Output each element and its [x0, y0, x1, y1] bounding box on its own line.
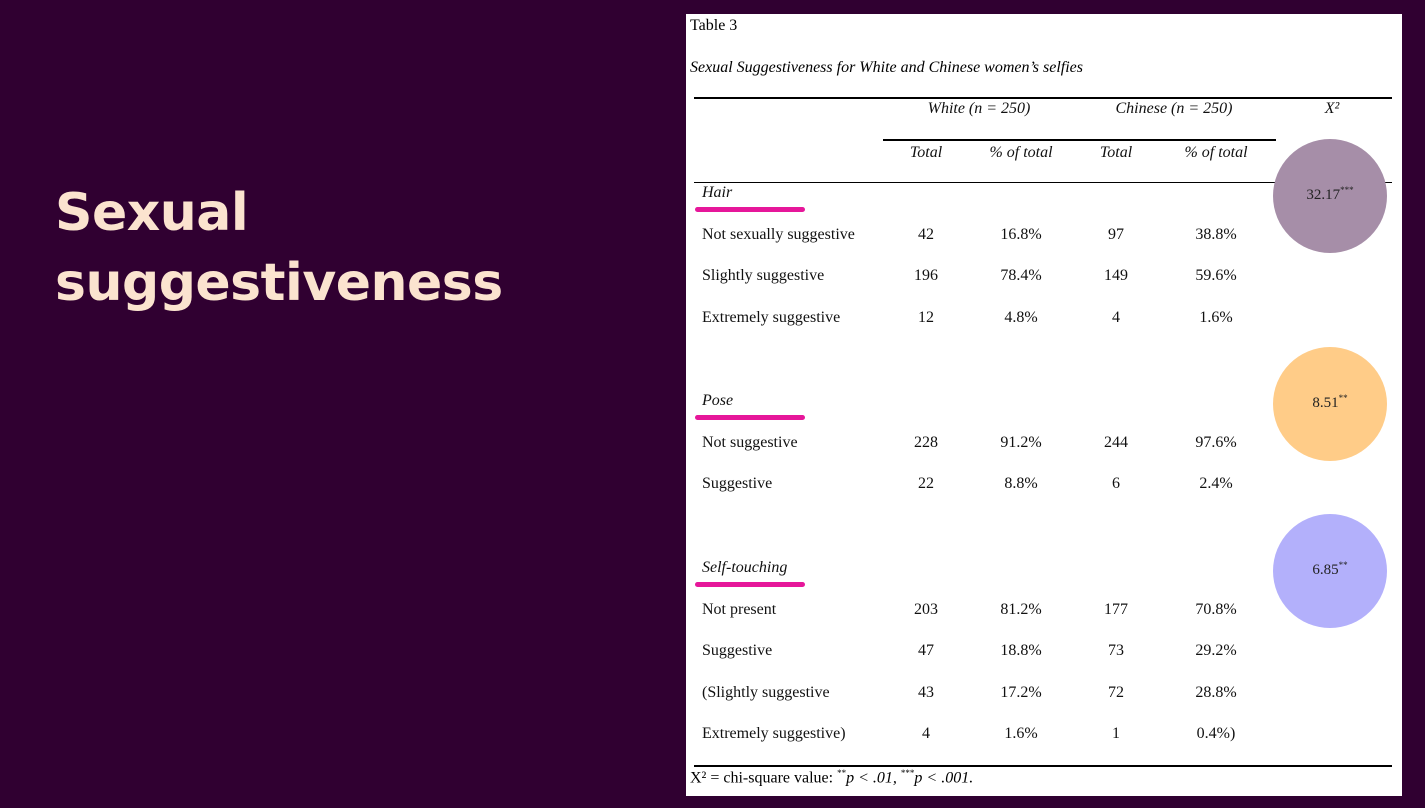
cell-chinese-total: 149	[1104, 267, 1128, 285]
chi-square-value: 6.85**	[1312, 560, 1347, 579]
table-label: Table 3	[690, 17, 738, 34]
cell-white-total: 203	[914, 600, 938, 618]
subheader-white-total: Total	[909, 144, 943, 161]
chi-significance: ***	[1340, 185, 1354, 195]
cell-chinese-pct: 0.4%)	[1196, 725, 1236, 743]
cell-white-total: 42	[918, 225, 934, 243]
row-label: Extremely suggestive)	[702, 725, 846, 743]
subheader-white-pct: % of total	[989, 144, 1053, 161]
cell-chinese-total: 6	[1112, 475, 1120, 493]
cell-white-pct: 8.8%	[1004, 475, 1038, 493]
slide-title: Sexual suggestiveness	[55, 178, 503, 318]
cell-white-pct: 16.8%	[1000, 225, 1042, 243]
footnote-sig2: **	[837, 768, 847, 778]
cell-chinese-pct: 59.6%	[1195, 267, 1237, 285]
row-label: Slightly suggestive	[702, 267, 825, 285]
cell-white-pct: 81.2%	[1000, 600, 1042, 618]
cell-chinese-pct: 70.8%	[1195, 600, 1237, 618]
cell-chinese-total: 97	[1108, 225, 1124, 243]
row-label: Suggestive	[702, 475, 773, 493]
header-chi-square: X²	[1324, 100, 1340, 117]
chi-highlight-circle	[1273, 514, 1387, 628]
cell-white-pct: 1.6%	[1004, 725, 1038, 743]
cell-chinese-pct: 38.8%	[1195, 225, 1237, 243]
chi-significance: **	[1338, 393, 1348, 403]
cell-white-pct: 78.4%	[1000, 267, 1042, 285]
cell-white-total: 12	[918, 308, 934, 326]
cell-white-total: 196	[914, 267, 938, 285]
cell-chinese-pct: 2.4%	[1199, 475, 1233, 493]
cell-chinese-total: 177	[1104, 600, 1128, 618]
cell-white-total: 228	[914, 433, 938, 451]
footnote-p2: p < .001.	[914, 769, 974, 787]
table-caption: Sexual Suggestiveness for White and Chin…	[690, 59, 1083, 76]
footnote-prefix: X² = chi-square value:	[690, 769, 838, 787]
group-rule	[883, 139, 1276, 141]
cell-chinese-total: 72	[1108, 683, 1124, 701]
section-title: Pose	[702, 392, 734, 409]
cell-chinese-total: 244	[1104, 433, 1128, 451]
header-chinese: Chinese (n = 250)	[1115, 100, 1233, 117]
cell-white-total: 4	[922, 725, 930, 743]
cell-chinese-total: 1	[1112, 725, 1120, 743]
cell-white-pct: 18.8%	[1000, 642, 1042, 660]
slide-title-line1: Sexual	[55, 183, 249, 243]
row-label: (Slightly suggestive	[702, 683, 830, 701]
section-title: Hair	[702, 184, 733, 201]
chi-value: 32.17	[1306, 187, 1341, 203]
section-underline	[695, 582, 805, 587]
cell-chinese-pct: 28.8%	[1195, 683, 1237, 701]
chi-square-value: 8.51**	[1312, 393, 1347, 412]
section-underline	[695, 207, 805, 212]
chi-significance: **	[1338, 560, 1348, 570]
cell-chinese-pct: 29.2%	[1195, 642, 1237, 660]
cell-white-pct: 4.8%	[1004, 308, 1038, 326]
slide-title-line2: suggestiveness	[55, 253, 503, 313]
row-label: Not present	[702, 600, 777, 618]
cell-white-pct: 91.2%	[1000, 433, 1042, 451]
footnote-p1: p < .01,	[846, 769, 901, 787]
cell-white-total: 22	[918, 475, 934, 493]
cell-white-pct: 17.2%	[1000, 683, 1042, 701]
section-underline	[695, 415, 805, 420]
chi-value: 8.51	[1312, 395, 1339, 411]
row-label: Suggestive	[702, 642, 773, 660]
chi-square-value: 32.17***	[1306, 185, 1353, 204]
top-rule	[694, 97, 1392, 99]
section-title: Self-touching	[702, 559, 788, 576]
cell-chinese-total: 73	[1108, 642, 1124, 660]
table-panel: Table 3 Sexual Suggestiveness for White …	[686, 14, 1402, 796]
chi-value: 6.85	[1312, 562, 1339, 578]
row-label: Extremely suggestive	[702, 308, 841, 326]
cell-white-total: 47	[918, 642, 934, 660]
footnote-sig3: ***	[900, 768, 915, 778]
header-white: White (n = 250)	[927, 100, 1031, 117]
row-label: Not sexually suggestive	[702, 225, 855, 243]
subheader-chinese-pct: % of total	[1184, 144, 1248, 161]
bottom-rule	[694, 765, 1392, 767]
header-rule	[694, 182, 1392, 183]
cell-chinese-total: 4	[1112, 308, 1120, 326]
chi-highlight-circle	[1273, 347, 1387, 461]
row-label: Not suggestive	[702, 433, 798, 451]
subheader-chinese-total: Total	[1099, 144, 1133, 161]
cell-white-total: 43	[918, 683, 934, 701]
cell-chinese-pct: 1.6%	[1199, 308, 1233, 326]
table-footnote: X² = chi-square value: **p < .01, ***p <…	[690, 768, 973, 787]
chi-highlight-circle	[1273, 139, 1387, 253]
cell-chinese-pct: 97.6%	[1195, 433, 1237, 451]
